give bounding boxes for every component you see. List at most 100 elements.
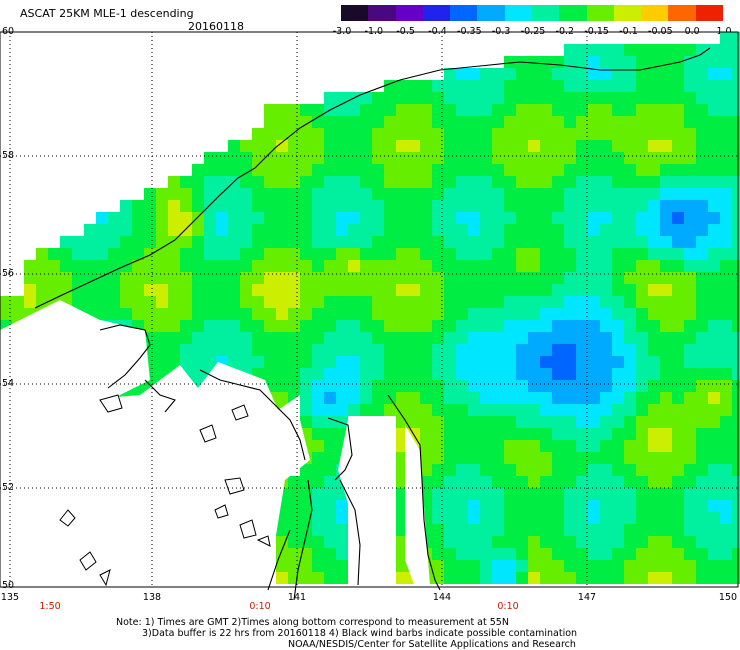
field-cell [132,212,144,224]
field-cell [504,104,516,116]
field-cell [660,152,672,164]
field-cell [576,344,588,356]
field-cell [648,296,660,308]
field-cell [636,488,648,500]
field-cell [276,152,288,164]
field-cell [720,428,732,440]
field-cell [336,500,348,512]
field-cell [576,416,588,428]
field-cell [552,380,564,392]
field-cell [564,164,576,176]
field-cell [684,128,696,140]
field-cell [624,116,636,128]
field-cell [156,248,168,260]
field-cell [456,224,468,236]
field-cell [420,164,432,176]
field-cell [312,284,324,296]
field-cell [456,140,468,152]
field-cell [564,56,576,68]
field-cell [456,284,468,296]
field-cell [660,488,672,500]
field-cell [312,404,324,416]
field-cell [312,428,324,440]
field-cell [516,140,528,152]
field-cell [720,464,732,476]
field-cell [516,92,528,104]
field-cell [732,404,740,416]
field-cell [552,140,564,152]
field-cell [684,116,696,128]
field-cell [732,368,740,380]
field-cell [684,356,696,368]
field-cell [108,224,120,236]
field-cell [444,92,456,104]
field-cell [480,476,492,488]
field-cell [576,224,588,236]
field-cell [672,476,684,488]
field-cell [432,308,444,320]
field-cell [696,416,708,428]
field-cell [480,164,492,176]
field-cell [528,476,540,488]
field-cell [12,308,24,320]
field-cell [336,548,348,560]
field-cell [276,320,288,332]
field-cell [612,104,624,116]
field-cell [192,284,204,296]
field-cell [444,152,456,164]
field-cell [732,68,740,80]
field-cell [492,260,504,272]
field-cell [540,500,552,512]
field-cell [504,212,516,224]
field-cell [648,104,660,116]
field-cell [492,368,504,380]
field-cell [240,176,252,188]
field-cell [384,140,396,152]
field-cell [648,128,660,140]
field-cell [696,440,708,452]
field-cell [540,380,552,392]
field-cell [516,104,528,116]
field-cell [516,80,528,92]
field-cell [720,80,732,92]
field-cell [492,248,504,260]
field-cell [516,260,528,272]
field-cell [684,452,696,464]
field-cell [540,164,552,176]
field-cell [600,500,612,512]
field-cell [432,116,444,128]
field-cell [624,140,636,152]
field-cell [396,224,408,236]
field-cell [588,92,600,104]
field-cell [372,344,384,356]
field-cell [432,344,444,356]
field-cell [324,452,336,464]
field-cell [360,260,372,272]
field-cell [672,344,684,356]
field-cell [732,200,740,212]
field-cell [564,224,576,236]
field-cell [576,500,588,512]
field-cell [660,248,672,260]
field-cell [540,56,552,68]
field-cell [408,380,420,392]
field-cell [684,296,696,308]
field-cell [528,548,540,560]
field-cell [336,356,348,368]
field-cell [264,284,276,296]
field-cell [552,200,564,212]
field-cell [480,428,492,440]
field-cell [600,308,612,320]
field-cell [720,176,732,188]
field-cell [624,536,636,548]
field-cell [396,260,408,272]
field-cell [732,572,740,584]
field-cell [636,128,648,140]
field-cell [480,332,492,344]
field-cell [708,272,720,284]
field-cell [708,536,720,548]
field-cell [684,368,696,380]
field-cell [492,128,504,140]
field-cell [276,260,288,272]
